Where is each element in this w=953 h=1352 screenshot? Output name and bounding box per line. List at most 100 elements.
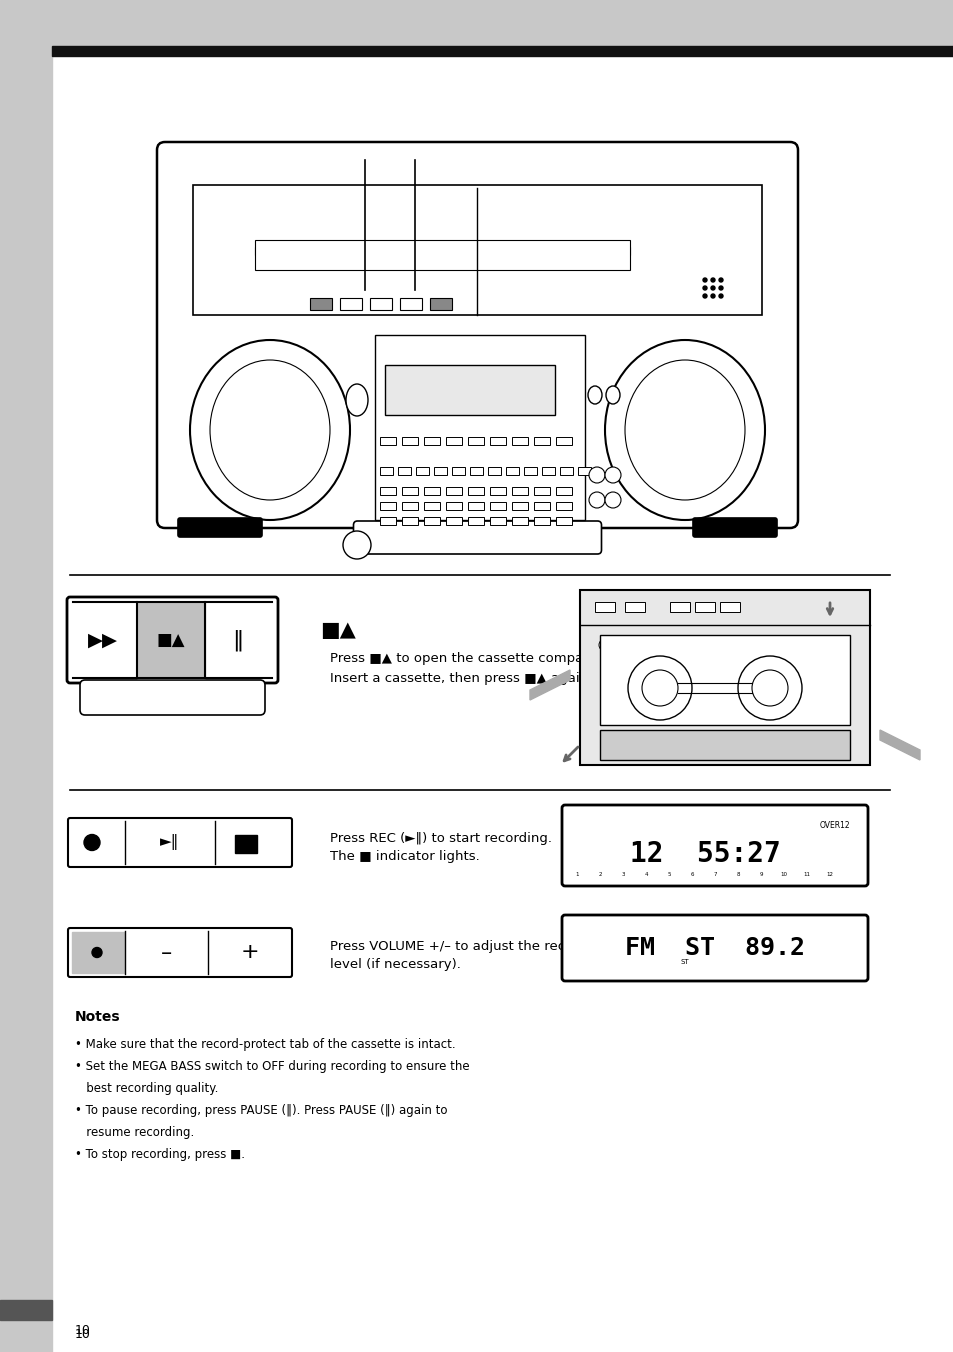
Bar <box>490 437 505 445</box>
Bar <box>446 502 461 510</box>
Bar <box>379 487 395 495</box>
Text: resume recording.: resume recording. <box>75 1126 194 1138</box>
Bar <box>559 466 573 475</box>
Bar <box>446 516 461 525</box>
Bar <box>254 247 629 256</box>
Bar <box>379 516 395 525</box>
Bar <box>416 466 429 475</box>
Bar <box>0 0 52 1352</box>
Text: best recording quality.: best recording quality. <box>75 1082 218 1095</box>
FancyBboxPatch shape <box>67 598 277 683</box>
Bar <box>468 487 483 495</box>
Text: 11: 11 <box>802 872 810 877</box>
Bar <box>512 487 527 495</box>
Bar <box>534 437 550 445</box>
Polygon shape <box>530 671 569 700</box>
Text: 2: 2 <box>598 872 601 877</box>
Bar <box>578 466 590 475</box>
Circle shape <box>702 293 706 297</box>
Circle shape <box>641 671 678 706</box>
Bar <box>423 516 439 525</box>
Text: ■▲: ■▲ <box>319 621 355 639</box>
Text: 12  55:27: 12 55:27 <box>629 840 780 868</box>
Bar <box>379 466 393 475</box>
Bar <box>468 437 483 445</box>
Text: 8: 8 <box>736 872 739 877</box>
Text: Press REC (►‖) to start recording.: Press REC (►‖) to start recording. <box>330 831 552 845</box>
Bar <box>423 487 439 495</box>
Text: ►‖: ►‖ <box>160 834 179 850</box>
Bar <box>446 487 461 495</box>
Text: 1: 1 <box>575 872 578 877</box>
Text: • To stop recording, press ■.: • To stop recording, press ■. <box>75 1148 245 1161</box>
Bar <box>490 487 505 495</box>
Text: 9: 9 <box>759 872 762 877</box>
Bar <box>375 335 584 521</box>
Bar <box>430 297 452 310</box>
Bar <box>490 516 505 525</box>
Bar <box>556 502 572 510</box>
FancyBboxPatch shape <box>157 142 797 529</box>
Text: The ■ indicator lights.: The ■ indicator lights. <box>330 850 479 863</box>
FancyBboxPatch shape <box>178 518 262 537</box>
Ellipse shape <box>605 387 619 404</box>
Bar <box>446 437 461 445</box>
Bar <box>541 466 555 475</box>
Circle shape <box>84 834 100 850</box>
Bar <box>523 466 537 475</box>
Text: 4: 4 <box>643 872 647 877</box>
Ellipse shape <box>210 360 330 500</box>
Bar <box>423 502 439 510</box>
Bar <box>193 185 761 315</box>
Bar <box>52 0 953 49</box>
Text: Insert a cassette, then press ■▲ again to close it.: Insert a cassette, then press ■▲ again t… <box>330 672 661 685</box>
Bar <box>234 834 256 853</box>
Text: ST: ST <box>680 959 689 965</box>
FancyBboxPatch shape <box>354 521 601 554</box>
Circle shape <box>343 531 371 558</box>
Text: level (if necessary).: level (if necessary). <box>330 959 460 971</box>
Text: Notes: Notes <box>75 1010 120 1023</box>
Bar <box>0 1301 52 1320</box>
Ellipse shape <box>587 387 601 404</box>
FancyBboxPatch shape <box>80 680 265 715</box>
Bar <box>397 466 411 475</box>
Bar <box>399 297 421 310</box>
Text: 6: 6 <box>690 872 693 877</box>
Circle shape <box>710 279 714 283</box>
Text: ‖: ‖ <box>233 629 243 650</box>
Polygon shape <box>879 730 919 760</box>
Bar <box>512 437 527 445</box>
Bar <box>669 602 689 612</box>
Bar <box>137 602 205 677</box>
Text: 5: 5 <box>666 872 670 877</box>
Text: • Make sure that the record-protect tab of the cassette is intact.: • Make sure that the record-protect tab … <box>75 1038 456 1051</box>
FancyBboxPatch shape <box>561 804 867 886</box>
Text: ▶▶: ▶▶ <box>88 630 118 649</box>
Bar <box>599 635 849 725</box>
Bar <box>624 602 644 612</box>
Bar <box>556 437 572 445</box>
Circle shape <box>663 639 676 652</box>
Circle shape <box>623 639 636 652</box>
Circle shape <box>738 656 801 721</box>
Circle shape <box>702 279 706 283</box>
FancyBboxPatch shape <box>692 518 776 537</box>
Text: OVER12: OVER12 <box>819 822 849 830</box>
Bar <box>488 466 500 475</box>
Text: FM  ST  89.2: FM ST 89.2 <box>624 936 804 960</box>
Circle shape <box>751 671 787 706</box>
Circle shape <box>719 293 722 297</box>
Circle shape <box>604 492 620 508</box>
Text: • To pause recording, press PAUSE (‖). Press PAUSE (‖) again to: • To pause recording, press PAUSE (‖). P… <box>75 1105 447 1117</box>
Bar <box>71 932 124 973</box>
Ellipse shape <box>190 339 350 521</box>
Text: Press ■▲ to open the cassette compartment.: Press ■▲ to open the cassette compartmen… <box>330 652 633 665</box>
Bar <box>534 487 550 495</box>
Text: 10: 10 <box>75 1329 91 1341</box>
Circle shape <box>588 492 604 508</box>
Text: ■▲: ■▲ <box>156 631 185 649</box>
Bar <box>52 46 953 55</box>
Bar <box>452 466 464 475</box>
Bar <box>534 516 550 525</box>
